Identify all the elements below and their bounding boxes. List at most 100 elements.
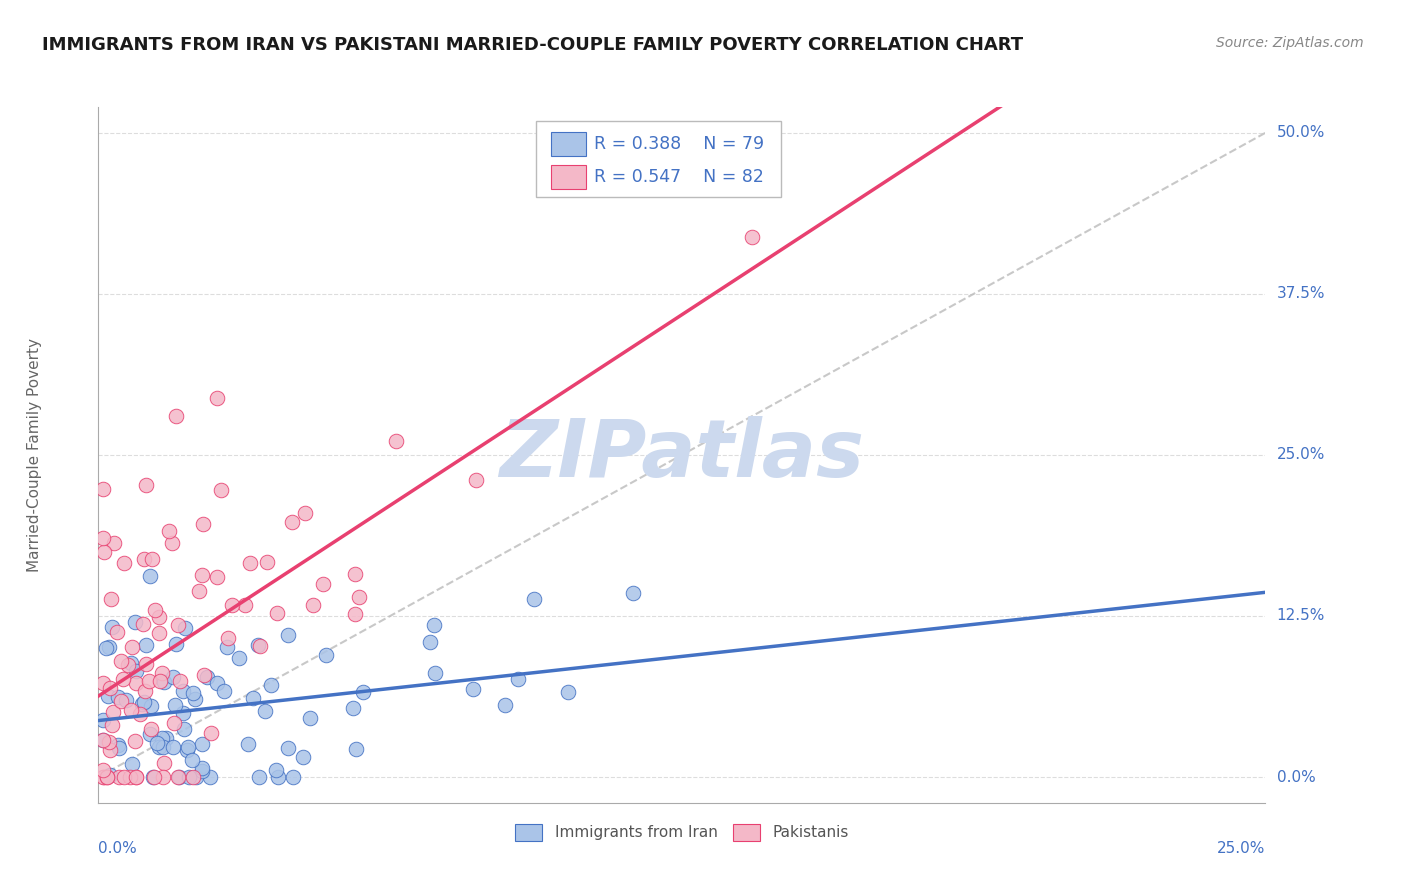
Point xyxy=(169,674,191,689)
Point xyxy=(101,718,124,732)
Point xyxy=(139,727,162,741)
Point xyxy=(93,545,115,559)
Point xyxy=(121,640,143,655)
Point xyxy=(191,737,214,751)
Point xyxy=(134,684,156,698)
Point xyxy=(212,684,235,698)
Point xyxy=(180,753,202,767)
Point xyxy=(181,686,204,700)
Point xyxy=(193,516,215,531)
Text: R = 0.547    N = 82: R = 0.547 N = 82 xyxy=(595,168,765,186)
Point xyxy=(312,577,335,591)
Point xyxy=(228,651,250,665)
Point xyxy=(131,697,153,711)
Point xyxy=(299,711,322,725)
Point xyxy=(246,638,269,652)
Point xyxy=(105,625,128,640)
Point xyxy=(159,524,181,539)
Point xyxy=(184,692,207,706)
Point xyxy=(163,716,186,731)
Point xyxy=(281,770,304,784)
Point xyxy=(419,635,441,649)
Point xyxy=(385,434,408,449)
Point xyxy=(152,740,174,755)
Point xyxy=(111,673,134,687)
Point xyxy=(167,770,190,784)
Point xyxy=(166,617,188,632)
Point xyxy=(110,694,132,708)
Point xyxy=(277,627,299,641)
Point xyxy=(91,733,114,747)
Point xyxy=(423,617,446,632)
Point xyxy=(277,740,299,755)
Point xyxy=(135,477,157,491)
Point xyxy=(141,551,163,566)
Point xyxy=(146,736,169,750)
Point xyxy=(523,591,546,606)
Text: Married-Couple Family Poverty: Married-Couple Family Poverty xyxy=(27,338,42,572)
Point xyxy=(143,603,166,617)
Point xyxy=(177,739,200,754)
Point xyxy=(148,610,170,624)
Point xyxy=(148,740,170,755)
Text: 37.5%: 37.5% xyxy=(1277,286,1324,301)
Point xyxy=(98,681,121,695)
Point xyxy=(124,615,146,629)
Point xyxy=(135,639,157,653)
Point xyxy=(184,770,207,784)
Point xyxy=(344,742,367,756)
Point xyxy=(242,691,264,706)
Point xyxy=(125,770,148,784)
Point xyxy=(239,557,262,571)
Point xyxy=(176,743,198,757)
Point xyxy=(141,722,163,736)
Point xyxy=(165,637,187,651)
Text: 50.0%: 50.0% xyxy=(1277,125,1324,140)
Point xyxy=(91,676,114,690)
Point xyxy=(108,741,131,756)
Point xyxy=(557,685,579,699)
Point xyxy=(112,556,135,570)
Point xyxy=(91,482,114,496)
Text: 12.5%: 12.5% xyxy=(1277,608,1324,624)
Point xyxy=(115,693,138,707)
Text: 0.0%: 0.0% xyxy=(98,841,138,856)
Point xyxy=(148,625,170,640)
Point xyxy=(187,583,209,598)
Point xyxy=(198,770,221,784)
Point xyxy=(134,551,156,566)
Point xyxy=(423,666,446,681)
Point xyxy=(103,535,125,549)
Point xyxy=(96,770,118,784)
Point xyxy=(166,770,188,784)
Point xyxy=(173,722,195,736)
Point xyxy=(98,735,121,749)
Point xyxy=(508,672,530,686)
Point xyxy=(91,733,114,747)
Point xyxy=(221,598,243,612)
Text: IMMIGRANTS FROM IRAN VS PAKISTANI MARRIED-COUPLE FAMILY POVERTY CORRELATION CHAR: IMMIGRANTS FROM IRAN VS PAKISTANI MARRIE… xyxy=(42,36,1024,54)
Point xyxy=(294,507,316,521)
Point xyxy=(463,682,485,697)
Point xyxy=(238,737,260,751)
Point xyxy=(125,664,148,678)
Point xyxy=(352,684,374,698)
Point xyxy=(301,598,323,612)
Point xyxy=(121,757,143,772)
Point xyxy=(149,673,172,688)
Point xyxy=(191,764,214,778)
Point xyxy=(266,607,288,621)
Point xyxy=(343,566,366,581)
Point xyxy=(191,568,214,582)
Point xyxy=(209,483,232,497)
Point xyxy=(91,531,114,545)
Point xyxy=(172,706,194,721)
Point xyxy=(254,704,277,718)
Point xyxy=(193,667,215,681)
Point xyxy=(160,536,183,550)
FancyBboxPatch shape xyxy=(536,121,782,197)
Point xyxy=(162,740,184,755)
Point xyxy=(172,684,194,698)
Point xyxy=(464,473,486,487)
Point xyxy=(139,569,162,583)
